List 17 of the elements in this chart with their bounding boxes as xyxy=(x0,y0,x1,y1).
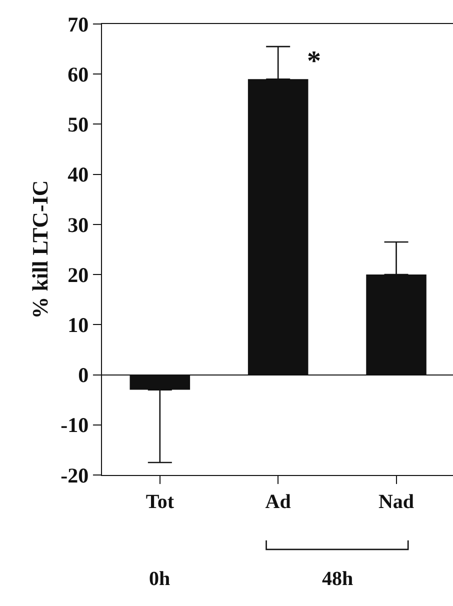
y-tick-label: -10 xyxy=(60,413,89,438)
y-tick-label: 10 xyxy=(68,313,89,338)
y-tick-label: 70 xyxy=(68,12,89,36)
text: 0h xyxy=(149,568,170,590)
y-tick-label: 50 xyxy=(68,112,89,137)
annotation: * xyxy=(307,46,321,77)
x-tick-label: Ad xyxy=(265,491,291,514)
y-axis-title: % kill LTC-IC xyxy=(27,180,52,319)
y-tick-label: 40 xyxy=(68,162,89,187)
x-tick-label: Nad xyxy=(378,491,414,514)
y-tick-label: 60 xyxy=(68,62,89,86)
y-tick-label: 30 xyxy=(68,212,89,237)
x-tick-label: Tot xyxy=(146,491,174,514)
text: 48h xyxy=(322,568,354,590)
y-tick-label: 20 xyxy=(68,262,89,287)
y-tick-label: 0 xyxy=(78,363,89,388)
y-tick-label: -20 xyxy=(60,463,89,488)
